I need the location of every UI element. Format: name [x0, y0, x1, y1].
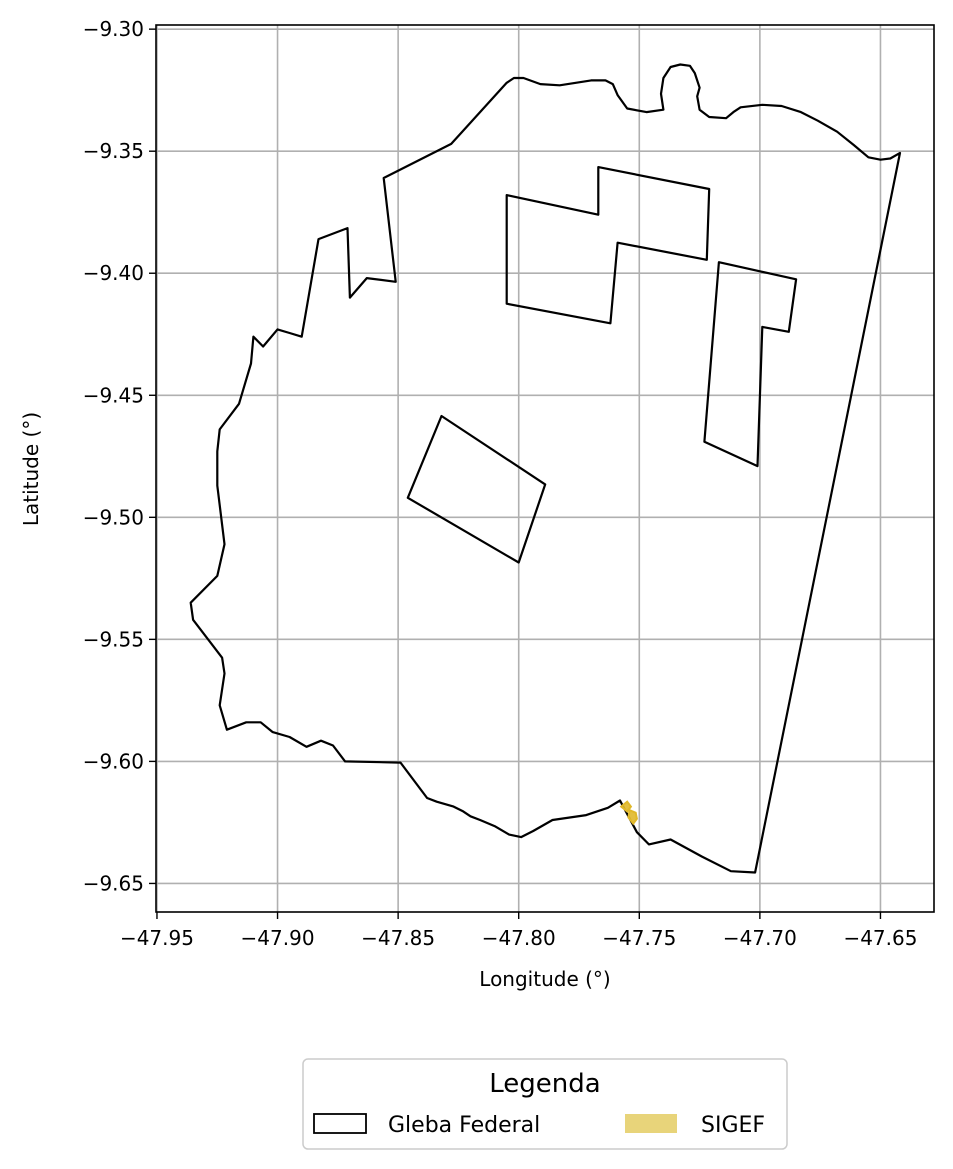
legend-title: Legenda [489, 1069, 600, 1099]
gleba-federal-inner-ring [505, 166, 711, 325]
x-tick-label: −47.95 [120, 926, 194, 950]
x-tick-label: −47.70 [723, 926, 797, 950]
y-tick-label: −9.65 [83, 871, 144, 895]
plot-area [189, 63, 902, 874]
legend-label-sigef: SIGEF [701, 1113, 765, 1138]
x-tick-label: −47.65 [843, 926, 917, 950]
y-axis: −9.30 −9.35 −9.40 −9.45 −9.50 −9.55 −9.60 −9.65 [83, 17, 156, 895]
x-axis-title: Longitude (°) [479, 967, 610, 991]
x-tick-label: −47.80 [482, 926, 556, 950]
x-tick-label: −47.90 [241, 926, 315, 950]
legend-swatch-sigef [625, 1114, 677, 1133]
x-axis: −47.95 −47.90 −47.85 −47.80 −47.75 −47.70 −47.… [120, 912, 917, 950]
grid [156, 25, 934, 912]
y-tick-label: −9.60 [83, 749, 144, 773]
gleba-federal-inner-ring [703, 261, 798, 468]
legend-swatch-gleba-federal [313, 1113, 367, 1134]
gleba-federal-boundary [189, 63, 902, 874]
x-tick-label: −47.85 [361, 926, 435, 950]
gleba-federal-inner-ring [406, 414, 547, 564]
sigef-parcel [627, 808, 638, 826]
legend-label-gleba-federal: Gleba Federal [388, 1113, 540, 1138]
x-tick-label: −47.75 [602, 926, 676, 950]
y-tick-label: −9.55 [83, 627, 144, 651]
sigef-parcel [619, 800, 633, 813]
legend: Legenda Gleba Federal SIGEF [302, 1058, 788, 1150]
y-axis-title: Latitude (°) [19, 412, 43, 526]
y-tick-label: −9.50 [83, 505, 144, 529]
map-layers [189, 63, 902, 874]
plot-frame [155, 24, 935, 913]
y-tick-label: −9.40 [83, 261, 144, 285]
y-tick-label: −9.45 [83, 383, 144, 407]
y-tick-label: −9.35 [83, 139, 144, 163]
y-tick-label: −9.30 [83, 17, 144, 41]
